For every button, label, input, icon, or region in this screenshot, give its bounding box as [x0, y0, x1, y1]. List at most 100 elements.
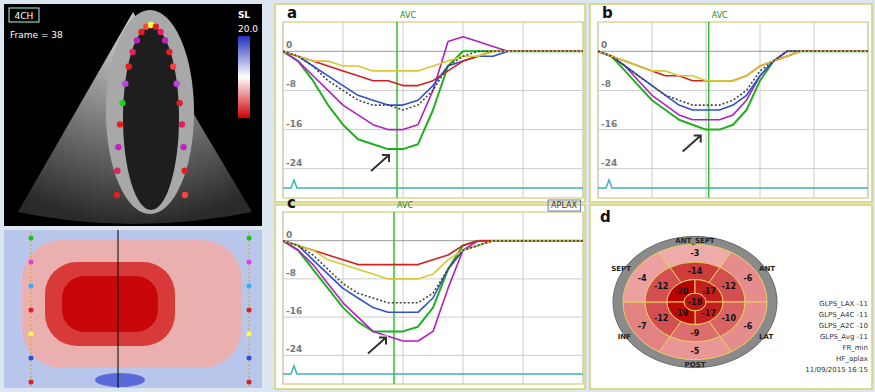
tick-label: -16	[286, 119, 302, 129]
strain-curve	[283, 51, 583, 110]
tick-label: -16	[286, 306, 302, 316]
tick-label: -8	[286, 268, 296, 278]
colorbar	[238, 36, 250, 118]
grid-line	[652, 22, 653, 198]
avc-line	[393, 212, 395, 384]
strain-curve	[283, 241, 583, 279]
grid-line	[283, 278, 583, 279]
panel	[590, 4, 872, 202]
tick-label: -24	[601, 158, 617, 168]
map-dot	[29, 356, 34, 361]
grid-line	[598, 90, 868, 91]
grid-line	[283, 355, 583, 356]
map-dot	[247, 260, 252, 265]
arrow-halo	[371, 155, 389, 171]
tracking-dot	[114, 168, 120, 174]
avc-line	[396, 22, 398, 198]
map-dot	[29, 236, 34, 241]
strain-curve	[598, 51, 868, 110]
region-label: ANT	[759, 265, 775, 273]
tracking-dot	[122, 80, 128, 86]
grid-line	[523, 22, 524, 198]
view-tag: APLAX	[551, 201, 577, 210]
strain-curve	[283, 37, 583, 130]
segment-value: -12	[654, 314, 668, 323]
segment-value: -18	[688, 298, 703, 307]
segment-value: -6	[743, 322, 752, 331]
map-cursor	[118, 230, 119, 388]
tracking-dot	[115, 144, 121, 150]
grid-line	[598, 22, 599, 198]
grid-line	[598, 129, 868, 130]
region-label: POST	[685, 361, 706, 369]
frame-label: Frame = 38	[10, 30, 63, 40]
grid-line	[283, 129, 583, 130]
ecg	[283, 366, 583, 374]
strain-curve	[598, 51, 868, 120]
view-box	[9, 8, 39, 22]
summary-text: HF_aplax	[836, 355, 868, 363]
map-dot	[247, 380, 252, 385]
colorbar-title: SL	[238, 10, 250, 20]
segment-value: -10	[722, 314, 737, 323]
segment-value: -14	[688, 267, 703, 276]
grid-line	[403, 212, 404, 384]
segment-value: -20	[674, 287, 689, 296]
map-dot	[29, 332, 34, 337]
map-dot	[29, 260, 34, 265]
grid-line	[283, 317, 583, 318]
map-dot	[29, 380, 34, 385]
tracking-dot	[153, 24, 159, 30]
tick-label: 0	[601, 40, 607, 50]
plot-area	[283, 212, 583, 384]
segment-value: -17	[702, 287, 716, 296]
ecg	[283, 180, 583, 188]
segment-value: -6	[743, 274, 752, 283]
map-region	[22, 240, 242, 368]
tracking-dot	[170, 63, 176, 69]
grid-line	[760, 22, 761, 198]
plot-frame	[283, 212, 583, 384]
plot-frame	[598, 22, 868, 198]
summary-text: GLPS_A4C -11	[819, 311, 868, 319]
tracking-dot	[157, 29, 163, 35]
panel	[275, 4, 585, 202]
tracking-dot	[182, 192, 188, 198]
region-label: INF	[618, 333, 631, 341]
tick-label: -16	[601, 119, 617, 129]
summary-text: GLPS_Avg -11	[820, 333, 868, 341]
strain-curve	[283, 241, 583, 303]
tracking-dot	[129, 49, 135, 55]
arrow	[371, 155, 389, 171]
grid-line	[583, 212, 584, 384]
segment-value: -19	[674, 309, 689, 318]
tracking-dot	[166, 49, 172, 55]
tracking-dot	[162, 37, 168, 43]
strain-curve	[283, 241, 583, 341]
panel-letter: d	[600, 208, 611, 226]
summary-text: 11/09/2015 16:15	[805, 366, 868, 374]
view-tag-box	[548, 200, 580, 211]
strain-curve	[283, 241, 583, 265]
segment-value: -17	[702, 309, 716, 318]
segment-value: -3	[691, 249, 700, 258]
strain-curve	[283, 51, 583, 105]
tick-label: -8	[601, 79, 611, 89]
summary-text: FR_min	[842, 344, 868, 352]
panel	[275, 205, 585, 389]
grid-line	[343, 212, 344, 384]
segment-value: -9	[691, 329, 700, 338]
tracking-dot	[138, 29, 144, 35]
arrow-halo	[368, 337, 386, 353]
segment	[684, 293, 706, 311]
tracking-dot	[173, 80, 179, 86]
grid-line	[598, 168, 868, 169]
figure: 4CHFrame = 38SL20.0-24-16-80AVCa-24-16-8…	[0, 0, 875, 392]
plot-area	[598, 22, 868, 198]
map-dot	[247, 284, 252, 289]
region-label: LAT	[759, 333, 773, 341]
lv-cavity	[123, 26, 179, 210]
tracking-dot	[179, 121, 185, 127]
plot-area	[283, 22, 583, 198]
map-region	[62, 276, 158, 332]
